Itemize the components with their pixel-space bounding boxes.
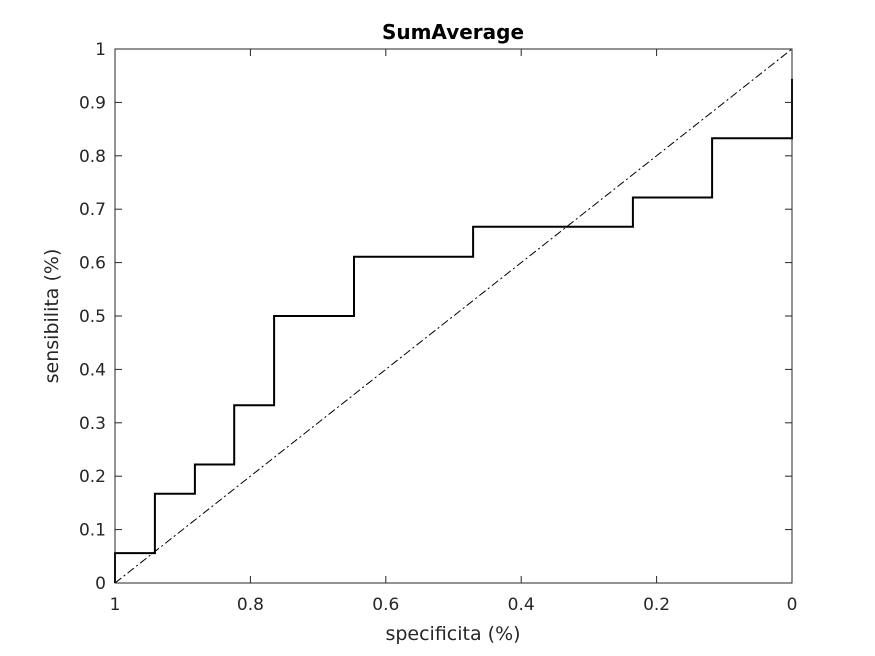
x-axis-label: specificita (%) <box>385 623 520 645</box>
series-layer <box>114 48 793 584</box>
x-tick-label: 0.2 <box>643 595 670 615</box>
y-tick-label: 0.5 <box>79 307 106 327</box>
y-tick-label: 1 <box>95 40 106 60</box>
x-tick-label: 0.8 <box>237 595 264 615</box>
x-axis: 1 0.8 0.6 0.4 0.2 0 <box>110 49 798 615</box>
roc-curve <box>114 78 793 583</box>
chart-title: SumAverage <box>382 20 524 44</box>
x-tick-label: 0 <box>787 595 798 615</box>
y-tick-label: 0 <box>95 574 106 594</box>
plot-area <box>115 49 792 583</box>
y-tick-label: 0.9 <box>79 93 106 113</box>
x-tick-label: 0.6 <box>372 595 399 615</box>
y-tick-label: 0.7 <box>79 200 106 220</box>
x-tick-label: 0.4 <box>508 595 535 615</box>
y-axis: 0 0.1 0.2 0.3 0.4 0.5 0.6 0.7 0.8 0.9 1 <box>79 40 792 594</box>
y-tick-label: 0.8 <box>79 147 106 167</box>
x-tick-label: 1 <box>110 595 121 615</box>
y-axis-label: sensibilita (%) <box>41 249 63 384</box>
y-tick-label: 0.3 <box>79 414 106 434</box>
y-tick-label: 0.2 <box>79 467 106 487</box>
y-tick-label: 0.6 <box>79 254 106 274</box>
y-tick-label: 0.4 <box>79 360 106 380</box>
y-tick-label: 0.1 <box>79 521 106 541</box>
